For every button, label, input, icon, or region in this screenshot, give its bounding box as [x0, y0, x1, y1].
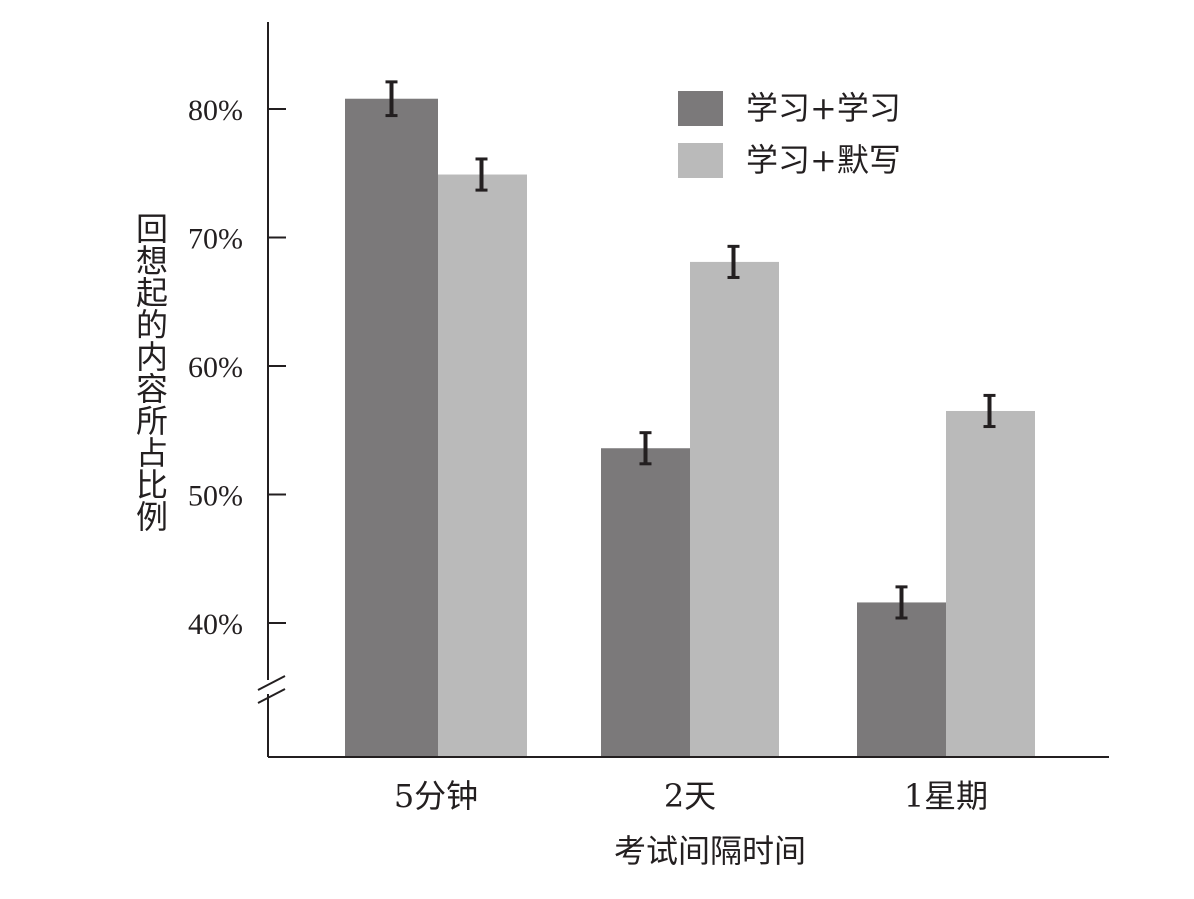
error-bar	[895, 585, 908, 620]
bar-study-study-0	[345, 98, 438, 758]
legend-item: 学习+学习	[678, 89, 901, 127]
axes-layer	[257, 22, 1109, 758]
axis-break-mark	[257, 675, 286, 691]
legend-label: 学习+学习	[746, 89, 901, 127]
y-tick-label: 80%	[188, 94, 243, 127]
y-tick-label: 70%	[188, 223, 243, 256]
y-tick-label: 50%	[188, 480, 243, 513]
y-tick-label: 60%	[188, 351, 243, 384]
x-tick-label: 5分钟	[394, 777, 478, 815]
legend-swatch	[678, 143, 723, 178]
legend-item: 学习+默写	[678, 141, 901, 179]
error-bars-layer	[385, 80, 996, 620]
bar-study-study-2	[857, 602, 946, 757]
bar-study-recall-2	[946, 410, 1035, 757]
bar-study-recall-1	[690, 261, 779, 757]
y-tick-label: 40%	[188, 608, 243, 641]
x-tick-label: 1星期	[904, 777, 988, 815]
legend-label: 学习+默写	[746, 141, 901, 179]
bar-study-study-1	[601, 448, 690, 757]
legend-swatch	[678, 91, 723, 126]
error-bar	[385, 80, 398, 118]
labels-layer: 5分钟 2天 1星期 40% 50% 60% 70% 80%	[188, 94, 988, 815]
error-bar	[475, 157, 488, 192]
error-bar	[983, 393, 996, 429]
bar-study-recall-0	[438, 174, 527, 757]
x-axis-title: 考试间隔时间	[614, 832, 806, 870]
bars-layer	[345, 98, 1035, 758]
error-bar	[727, 244, 740, 279]
axis-break-mark	[257, 688, 286, 704]
error-bar	[639, 431, 652, 466]
y-axis-title: 回想起的内容所占比例	[131, 212, 169, 532]
x-tick-label: 2天	[664, 777, 716, 815]
